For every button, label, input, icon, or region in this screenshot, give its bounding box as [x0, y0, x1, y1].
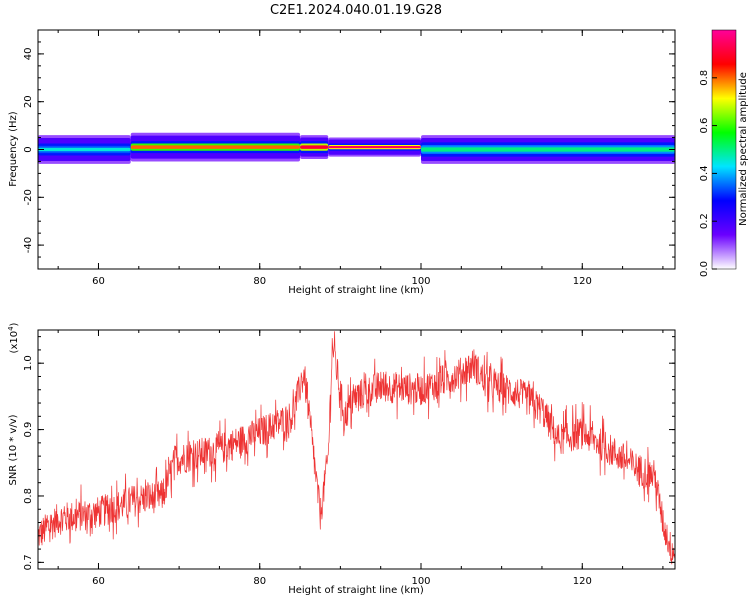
spectrogram-y-tick-label-2: 0: [23, 146, 34, 152]
colorbar-tick-label-4: 0.8: [699, 70, 710, 86]
snr-series-line: [37, 331, 676, 565]
colorbar-tick-label-3: 0.6: [699, 118, 710, 134]
spectrogram-band-1-layer-4: [130, 145, 301, 149]
spectrogram-x-tick-label-1: 80: [253, 276, 266, 287]
spectrogram-panel: 60 80 100 120 -40 -20 0 20 40 Height of straigh…: [8, 29, 676, 296]
spectrogram-y-tick-label-0: -40: [23, 237, 34, 253]
spectrogram-bands: [38, 132, 675, 164]
spectrogram-band-3-layer-4: [328, 146, 422, 149]
snr-x-tick-label-2: 100: [411, 576, 430, 587]
colorbar: 0.0 0.2 0.4 0.6 0.8 Normalized spectral ampl…: [699, 29, 749, 277]
spectrogram-y-tick-label-1: -20: [23, 189, 34, 205]
colorbar-tick-label-1: 0.2: [699, 213, 710, 229]
spectrogram-x-tick-label-3: 120: [573, 276, 592, 287]
spectrogram-band-0-layer-4: [38, 147, 131, 152]
snr-y-label: SNR (10 * v/v): [8, 414, 19, 485]
colorbar-tick-label-0: 0.0: [699, 261, 710, 277]
spectrogram-x-tick-label-2: 100: [411, 276, 430, 287]
spectrogram-y-tick-label-4: 40: [23, 48, 34, 61]
snr-x-tick-label-1: 80: [253, 576, 266, 587]
spectrogram-y-tick-label-3: 20: [23, 95, 34, 108]
spectrogram-y-axis: -40 -20 0 20 40: [23, 29, 675, 270]
snr-panel: 60 80 100 120 0.7 0.8 0.9 1.0 Height of straig…: [7, 322, 676, 596]
snr-y-scale-label: (x104): [7, 322, 20, 353]
spectrogram-band-2-layer-4: [300, 145, 329, 149]
snr-y-tick-label-3: 1.0: [23, 355, 34, 371]
snr-x-tick-label-0: 60: [92, 576, 105, 587]
spectrogram-y-label: Frequency (Hz): [8, 111, 19, 187]
snr-y-tick-label-2: 0.9: [23, 422, 34, 438]
snr-frame: [37, 329, 676, 570]
colorbar-tick-label-2: 0.4: [699, 165, 710, 181]
snr-x-label: Height of straight line (km): [288, 585, 424, 596]
snr-y-tick-label-1: 0.8: [23, 488, 34, 504]
snr-x-tick-label-3: 120: [573, 576, 592, 587]
colorbar-label: Normalized spectral amplitude: [738, 72, 749, 226]
spectrogram-x-axis: 60 80 100 120: [57, 30, 664, 287]
snr-y-tick-label-0: 0.7: [23, 554, 34, 570]
spectrogram-x-tick-label-0: 60: [92, 276, 105, 287]
colorbar-gradient: [711, 29, 737, 270]
snr-x-axis: 60 80 100 120: [57, 330, 664, 587]
spectrogram-band-4-layer-4: [421, 147, 675, 152]
figure-title: C2E1.2024.040.01.19.G28: [270, 3, 442, 18]
spectrogram-x-label: Height of straight line (km): [288, 285, 424, 296]
snr-y-axis: 0.7 0.8 0.9 1.0: [23, 336, 675, 570]
colorbar-ticks: 0.0 0.2 0.4 0.6 0.8: [699, 70, 717, 277]
